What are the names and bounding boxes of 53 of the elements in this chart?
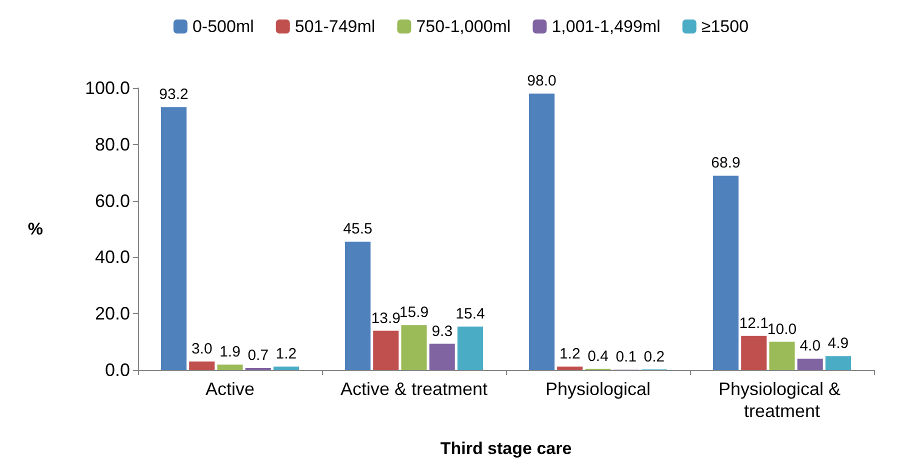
legend-label: 501-749ml	[294, 17, 376, 36]
data-label: 4.0	[800, 338, 821, 355]
bar	[769, 342, 795, 370]
bar	[345, 242, 371, 370]
bar	[373, 330, 399, 370]
x-tick-label: Physiological & treatment	[718, 379, 846, 421]
legend-label: 750-1,000ml	[416, 17, 511, 36]
y-tick-label: 20.0	[94, 304, 130, 324]
bar	[429, 344, 455, 370]
data-label: 1.9	[220, 344, 240, 361]
x-tick-label: Physiological	[545, 379, 651, 399]
bar	[713, 176, 739, 370]
data-label: 45.5	[343, 220, 372, 238]
data-label: 15.9	[399, 304, 429, 322]
data-label: 0.1	[616, 348, 637, 366]
data-label: 13.9	[371, 310, 400, 327]
bar	[217, 364, 243, 370]
data-label: 68.9	[711, 154, 740, 172]
bar	[557, 366, 583, 370]
legend-label: 0-500ml	[192, 17, 254, 36]
data-label: 10.0	[767, 320, 797, 338]
y-tick-label: 100.0	[84, 78, 130, 98]
data-label: 0.2	[644, 348, 665, 366]
data-label: 93.2	[159, 86, 188, 104]
bar	[529, 94, 555, 370]
data-label: 0.7	[248, 347, 269, 364]
data-label: 1.2	[559, 346, 580, 363]
bar	[741, 336, 767, 370]
data-label: 12.1	[739, 314, 768, 332]
legend-label: 1,001-1,499ml	[552, 17, 660, 36]
bar	[273, 366, 299, 370]
bar	[825, 356, 851, 370]
y-tick-label: 0.0	[104, 360, 130, 380]
data-label: 3.0	[191, 340, 212, 358]
data-label: 4.9	[828, 335, 849, 352]
y-tick-label: 60.0	[94, 190, 130, 211]
data-label: 9.3	[432, 322, 453, 340]
data-label: 0.4	[588, 348, 608, 365]
y-tick-label: 80.0	[94, 134, 130, 154]
bar	[189, 362, 215, 370]
data-label: 1.2	[276, 346, 297, 363]
legend-label: ≥1500	[701, 17, 749, 36]
data-label: 15.4	[456, 306, 485, 323]
bar	[797, 358, 823, 370]
y-axis-title: %	[28, 220, 43, 238]
bar	[457, 326, 483, 370]
bar	[401, 325, 427, 370]
data-label: 98.0	[527, 72, 556, 90]
y-tick-label: 40.0	[94, 247, 130, 268]
x-axis-title: Third stage care	[440, 439, 572, 458]
x-tick-label: Active & treatment	[340, 379, 488, 399]
bar	[161, 107, 187, 370]
x-tick-label: Active	[205, 379, 255, 399]
